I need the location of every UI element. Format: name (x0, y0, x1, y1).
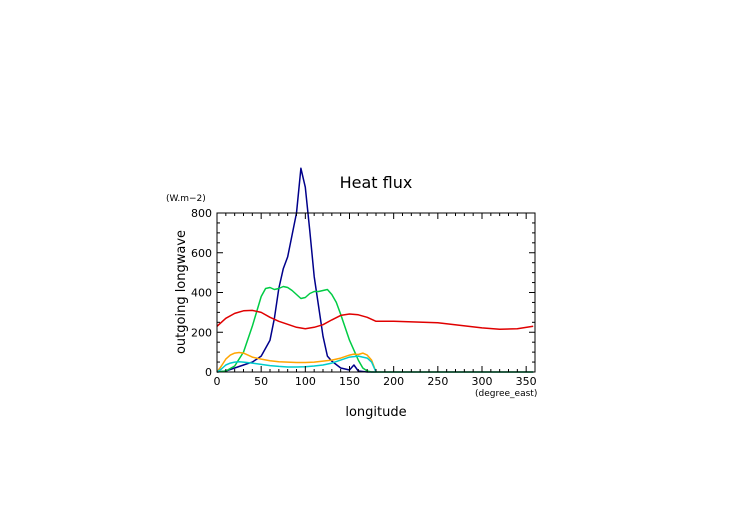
ticks-layer (216, 212, 536, 373)
y-tick-label: 800 (191, 207, 212, 220)
series-line-5 (217, 355, 534, 373)
x-tick-label: 200 (383, 375, 404, 388)
series-line-4 (217, 351, 534, 373)
x-tick-label: 50 (254, 375, 268, 388)
y-tick-label: 200 (191, 326, 212, 339)
y-tick-label: 400 (191, 287, 212, 300)
plot-frame (216, 212, 536, 373)
y-unit-label: (W.m−2) (166, 194, 206, 204)
x-axis-label: longitude (345, 405, 406, 420)
x-unit-label: (degree_east) (475, 389, 537, 399)
series-line-3 (217, 309, 534, 331)
x-tick-label: 100 (295, 375, 316, 388)
tick-labels-layer: 0 50 100 150 200 250 300 350 0 200 400 600 800 (191, 207, 537, 388)
y-tick-label: 0 (205, 366, 212, 379)
x-tick-label: 350 (516, 375, 537, 388)
series-line-1 (217, 167, 534, 373)
x-tick-label: 0 (214, 375, 221, 388)
y-tick-label: 600 (191, 247, 212, 260)
series-layer (217, 167, 534, 373)
x-tick-label: 300 (472, 375, 493, 388)
x-tick-label: 150 (339, 375, 360, 388)
x-tick-label: 250 (427, 375, 448, 388)
y-axis-label: outgoing longwave (174, 230, 189, 354)
chart-title: Heat flux (340, 173, 413, 192)
